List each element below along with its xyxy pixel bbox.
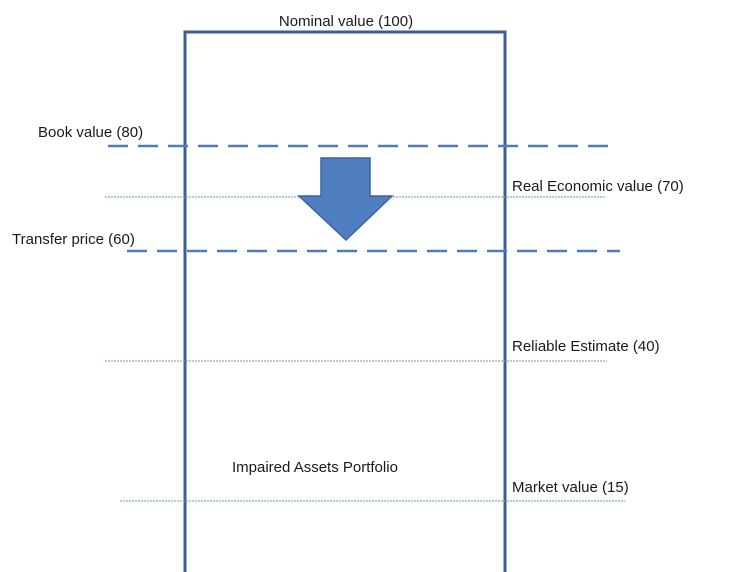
real-economic-value-label: Real Economic value (70) — [512, 178, 684, 195]
reliable-estimate-label: Reliable Estimate (40) — [512, 338, 660, 355]
box-label: Impaired Assets Portfolio — [232, 459, 398, 476]
book-value-label: Book value (80) — [38, 124, 143, 141]
nominal-value-label: Nominal value (100) — [279, 13, 413, 30]
transfer-price-label: Transfer price (60) — [12, 231, 135, 248]
portfolio-box — [183, 30, 507, 572]
market-value-label: Market value (15) — [512, 479, 629, 496]
down-arrow — [297, 157, 394, 242]
